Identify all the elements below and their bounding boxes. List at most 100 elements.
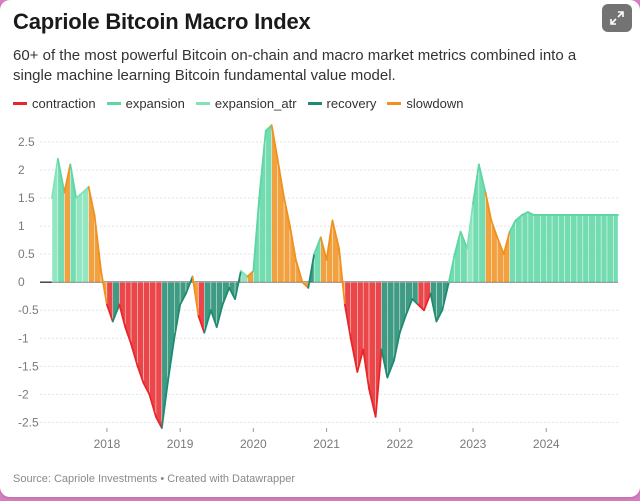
series-line-segment [106, 303, 114, 323]
series-line-segment [221, 286, 231, 306]
area-segment [533, 214, 541, 283]
series-line-segment [228, 286, 236, 300]
x-tick-label: 2021 [313, 437, 340, 451]
series-line-segment [508, 219, 517, 233]
x-tick-label: 2024 [533, 437, 560, 451]
area-segment [606, 214, 614, 283]
area-segment [259, 130, 267, 283]
area-segment [503, 231, 510, 283]
y-tick-label: 0 [18, 275, 25, 289]
series-line-segment [155, 415, 163, 429]
series-line-segment [173, 303, 182, 340]
area-segment [167, 282, 175, 384]
series-line-segment [349, 337, 359, 373]
area-segment [564, 214, 571, 283]
legend-item-slowdown: slowdown [387, 96, 464, 111]
legend-label: slowdown [406, 96, 464, 111]
y-tick-label: 1.5 [18, 191, 35, 205]
area-segment [558, 214, 565, 283]
y-tick-label: -2.5 [18, 415, 39, 429]
series-line-segment [514, 214, 523, 222]
expand-button[interactable] [602, 4, 632, 32]
area-segment [582, 214, 589, 283]
area-segment [540, 214, 547, 283]
series-line-segment [191, 275, 200, 317]
page-title: Capriole Bitcoin Macro Index [13, 9, 311, 34]
area-segment [515, 214, 523, 283]
area-segment [143, 282, 150, 395]
area-layer [51, 124, 619, 429]
series-line-segment [56, 157, 66, 194]
x-tick-label: 2018 [94, 437, 121, 451]
series-line-segment [136, 365, 145, 385]
x-tick-label: 2023 [460, 437, 487, 451]
series-line-segment [441, 281, 450, 312]
area-segment [595, 214, 602, 283]
area-segment [551, 214, 559, 283]
series-line-segment [215, 303, 224, 328]
series-line-segment [386, 359, 395, 379]
series-line-segment [289, 225, 297, 261]
y-tick-label: -1 [18, 331, 29, 345]
series-line-segment [343, 303, 352, 340]
series-line-segment [209, 309, 218, 328]
series-line-segment [502, 230, 511, 256]
series-line-segment [393, 331, 401, 362]
legend-swatch [13, 102, 27, 105]
series-line-segment [459, 230, 469, 250]
y-tick-label: 2.5 [18, 135, 35, 149]
legend: contraction expansion expansion_atr reco… [13, 96, 464, 111]
area-segment [332, 220, 340, 283]
series-line-segment [466, 202, 474, 250]
series-line-segment [435, 309, 444, 323]
y-tick-label: -2 [18, 387, 29, 401]
series-line-segment [301, 281, 310, 289]
x-tick-label: 2019 [167, 437, 194, 451]
series-line-segment [521, 211, 529, 216]
series-line-segment [276, 157, 286, 199]
area-segment [527, 211, 534, 283]
series-line-segment [118, 303, 127, 328]
area-segment [155, 282, 163, 429]
series-line-segment [142, 382, 151, 396]
y-tick-label: -1.5 [18, 359, 39, 373]
series-line-segment [411, 298, 420, 306]
area-segment [454, 231, 461, 283]
series-line-segment [356, 348, 365, 373]
area-segment [75, 192, 83, 283]
series-line-segment [447, 253, 456, 284]
series-line-segment [166, 337, 176, 385]
series-line-segment [307, 253, 316, 289]
series-line-segment [179, 292, 187, 306]
area-segment [204, 282, 212, 333]
y-tick-label: 0.5 [18, 247, 35, 261]
legend-label: contraction [32, 96, 96, 111]
series-line-segment [63, 163, 72, 194]
series-line-segment [319, 236, 328, 261]
series-line-segment [472, 163, 480, 205]
legend-item-recovery: recovery [307, 96, 376, 111]
legend-swatch [195, 102, 210, 105]
y-tick-label: 1 [18, 219, 25, 233]
series-line-segment [75, 191, 84, 199]
series-line-segment [252, 197, 261, 272]
series-line-segment [283, 197, 291, 228]
series-line-segment [197, 314, 206, 334]
macro-index-chart: 2.5 2 1.5 1 0.5 0 -0.5 -1 -1.5 -2 -2.5 2018 2019 2020… [18, 124, 619, 451]
series-line-segment [203, 309, 212, 334]
series-line-segment [477, 163, 487, 194]
series-line-segment [331, 219, 340, 250]
series-line-segment [423, 292, 432, 312]
series-line-segment [270, 124, 279, 160]
series-line-segment [100, 270, 108, 306]
area-segment [82, 186, 89, 283]
legend-swatch [307, 102, 322, 105]
series-line-segment [429, 292, 438, 323]
series-line-segment [404, 298, 414, 317]
series-line-segment [294, 258, 304, 284]
area-segment [546, 214, 553, 283]
y-tick-label: 2 [18, 163, 25, 177]
series-line-segment [240, 270, 249, 278]
area-segment [112, 282, 120, 322]
